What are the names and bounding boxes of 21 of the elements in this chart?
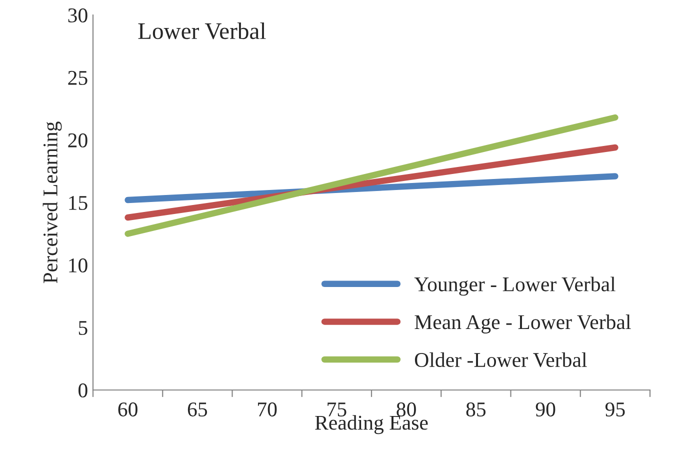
legend-label: Older -Lower Verbal: [414, 352, 587, 368]
y-tick-label: 30: [68, 8, 88, 22]
legend-label: Mean Age - Lower Verbal: [414, 314, 631, 334]
y-tick-label: 5: [78, 321, 88, 335]
y-tick-label: 10: [69, 258, 88, 272]
x-tick-label: 85: [466, 402, 486, 416]
x-tick-label: 65: [188, 402, 208, 416]
x-tick-label: 60: [118, 402, 138, 416]
x-tick-label: 95: [605, 402, 625, 416]
y-tick-label: 15: [69, 196, 88, 210]
y-tick-label: 25: [68, 70, 88, 85]
x-tick-label: 90: [536, 402, 556, 416]
x-tick-label: 75: [328, 402, 346, 416]
chart-title: Lower Verbal: [138, 22, 266, 40]
y-axis-title: Perceived Learning: [42, 122, 62, 284]
legend-label: Younger - Lower Verbal: [414, 276, 616, 296]
x-tick-label: 80: [396, 402, 416, 416]
y-tick-label: 20: [68, 133, 88, 148]
y-tick-label: 0: [78, 383, 88, 398]
x-axis-title: Reading Ease: [315, 415, 428, 434]
x-tick-label: 70: [258, 402, 277, 416]
